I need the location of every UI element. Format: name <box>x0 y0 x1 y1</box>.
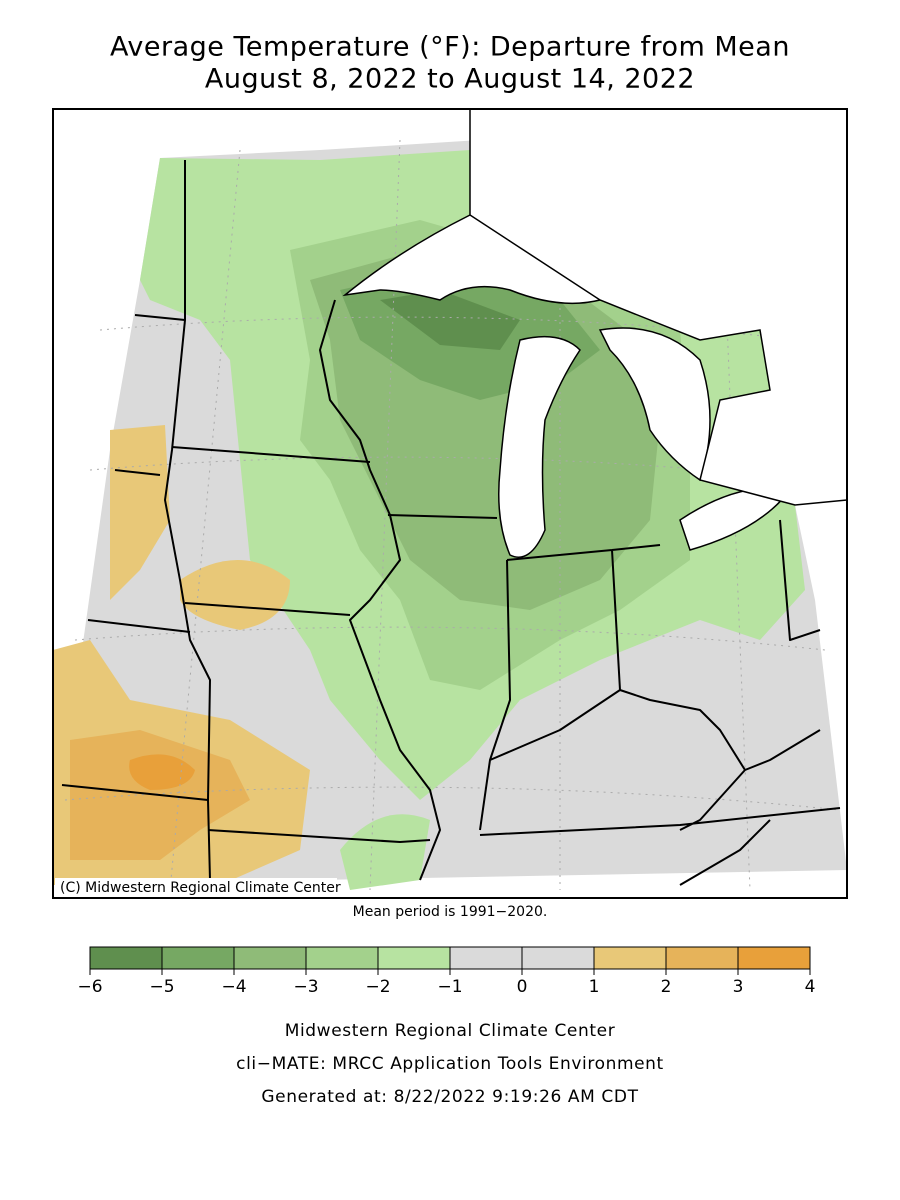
legend-tick-label: 0 <box>517 977 528 997</box>
legend-tick-label: 2 <box>661 977 672 997</box>
legend-tick-label: −4 <box>221 977 246 997</box>
credit: (C) Midwestern Regional Climate Center <box>60 880 341 896</box>
lake-michigan <box>498 335 581 558</box>
legend-bin <box>449 946 523 970</box>
legend-tick-label: 4 <box>805 977 816 997</box>
legend-tick-label: −5 <box>149 977 174 997</box>
cooler-area <box>340 814 430 890</box>
state-line <box>387 514 841 886</box>
warmer-area <box>110 425 170 600</box>
map-frame <box>52 108 848 899</box>
legend-tick-label: 1 <box>589 977 600 997</box>
title-line: Average Temperature (°F): Departure from… <box>110 32 790 63</box>
warmer-area <box>180 560 290 630</box>
legend-bin <box>593 946 667 970</box>
map: (C) Midwestern Regional Climate Center <box>52 108 848 899</box>
footer-line: cli−MATE: MRCC Application Tools Environ… <box>236 1054 664 1074</box>
mean-period-note: Mean period is 1991−2020. <box>353 904 548 920</box>
graticule <box>64 139 841 891</box>
title-line: August 8, 2022 to August 14, 2022 <box>205 64 695 95</box>
legend-bin <box>521 946 595 970</box>
footer-line: Generated at: 8/22/2022 9:19:26 AM CDT <box>261 1087 638 1107</box>
legend-tick-label: −1 <box>437 977 462 997</box>
cooler-area <box>380 290 520 350</box>
legend-tick-label: −2 <box>365 977 390 997</box>
footer-line: Midwestern Regional Climate Center <box>285 1021 616 1041</box>
legend-bin <box>233 946 307 970</box>
legend-bin <box>377 946 451 970</box>
state-line <box>319 299 441 881</box>
legend-bin <box>305 946 379 970</box>
legend: −6 −5 −4 −3 −2 −1 0 1 2 3 4 <box>77 946 816 997</box>
legend-bin <box>665 946 739 970</box>
legend-tick-label: −3 <box>293 977 318 997</box>
state-line <box>164 160 211 881</box>
warmer-area <box>129 754 195 790</box>
legend-tick-label: −6 <box>77 977 102 997</box>
state-line <box>61 314 431 843</box>
legend-bin <box>89 946 163 970</box>
credit-box <box>55 878 337 896</box>
legend-bin <box>161 946 235 970</box>
legend-tick-label: 3 <box>733 977 744 997</box>
legend-bin <box>737 946 811 970</box>
canada <box>469 109 847 506</box>
